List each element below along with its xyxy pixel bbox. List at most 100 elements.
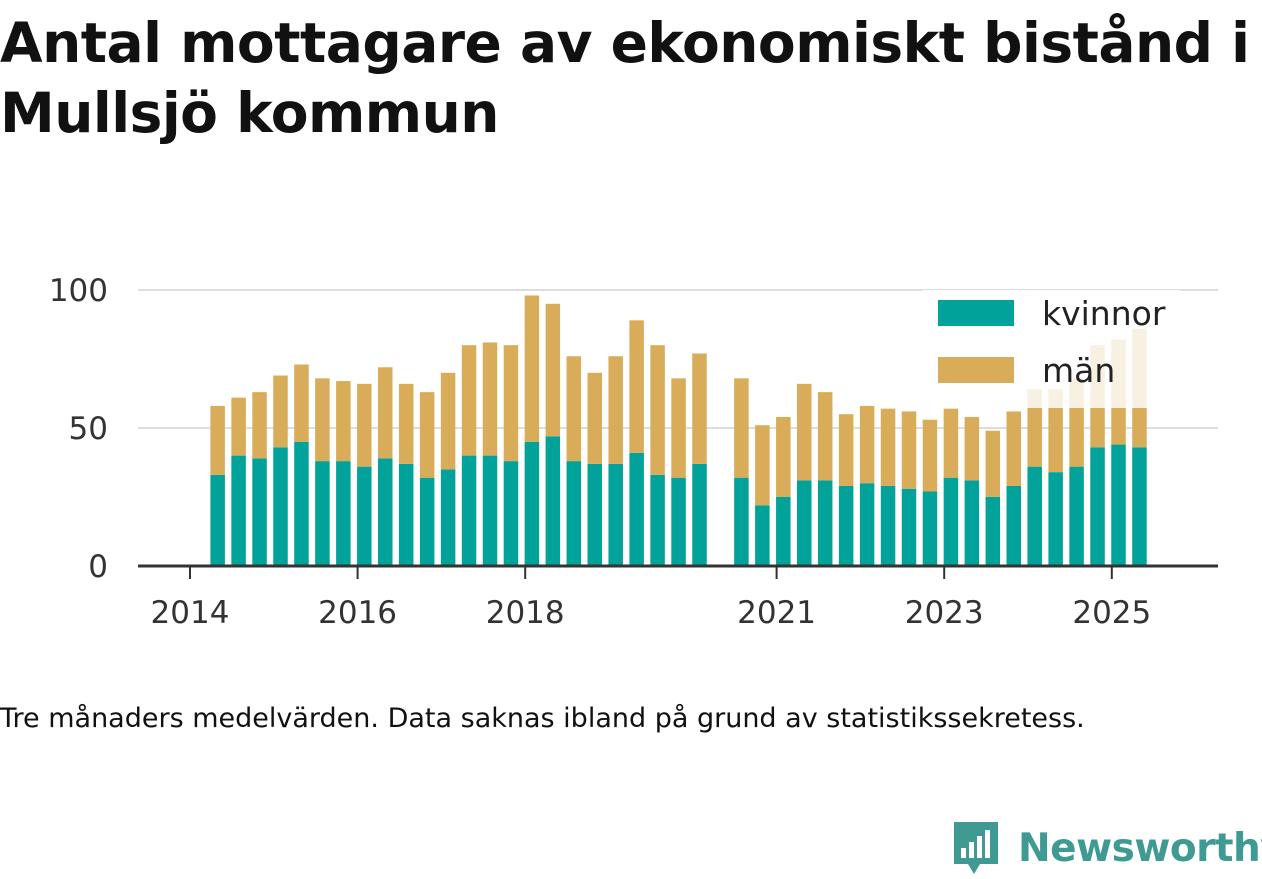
- bar-kvinnor: [985, 497, 1001, 566]
- bar-kvinnor: [482, 455, 498, 566]
- bar-man: [755, 425, 770, 506]
- brand-name: Newsworthy: [1018, 825, 1262, 871]
- bar-man: [859, 405, 875, 484]
- bar-man: [629, 320, 644, 453]
- x-tick-label: 2023: [905, 595, 984, 631]
- bar-kvinnor: [629, 452, 644, 566]
- legend-label: kvinnor: [1042, 294, 1166, 333]
- bar-kvinnor: [817, 480, 833, 566]
- bar-kvinnor: [1048, 472, 1063, 566]
- chart-title: Antal mottagare av ekonomiskt bistånd i …: [0, 11, 1250, 145]
- bar-man: [210, 405, 225, 475]
- bar-kvinnor: [859, 483, 875, 566]
- bars: [210, 295, 1147, 566]
- bar-man: [503, 345, 519, 462]
- bar-man: [817, 392, 833, 481]
- bar-kvinnor: [1090, 447, 1105, 566]
- bar-man: [545, 303, 561, 437]
- bar-man: [357, 383, 372, 467]
- bar-kvinnor: [378, 458, 393, 566]
- bar-kvinnor: [503, 461, 519, 566]
- bar-kvinnor: [922, 491, 938, 566]
- y-tick-label: 50: [69, 411, 108, 447]
- bar-kvinnor: [336, 461, 351, 566]
- bar-kvinnor: [398, 463, 414, 566]
- newsworthy-logo[interactable]: Newsworthy: [952, 820, 1262, 876]
- legend-swatch: [938, 300, 1014, 326]
- bar-man: [273, 375, 288, 448]
- bar-man: [378, 367, 393, 459]
- bar-man: [880, 408, 896, 486]
- bar-kvinnor: [943, 477, 959, 566]
- x-tick-label: 2025: [1072, 595, 1151, 631]
- bar-man: [231, 397, 246, 456]
- bar-man: [734, 378, 749, 478]
- bar-man: [776, 416, 791, 497]
- bar-kvinnor: [440, 469, 456, 566]
- bar-kvinnor: [315, 461, 330, 566]
- bar-man: [943, 408, 959, 478]
- x-tick-label: 2021: [737, 595, 816, 631]
- bar-kvinnor: [566, 461, 582, 566]
- bar-kvinnor: [776, 497, 791, 566]
- bar-man: [671, 378, 686, 478]
- bar-man: [1006, 411, 1022, 486]
- bar-kvinnor: [545, 436, 561, 566]
- bar-man: [838, 414, 854, 486]
- bar-kvinnor: [231, 455, 246, 566]
- bar-man: [315, 378, 330, 462]
- x-tick-label: 2014: [151, 595, 230, 631]
- bar-man: [482, 342, 498, 456]
- bar-kvinnor: [1132, 447, 1147, 566]
- bar-kvinnor: [1069, 466, 1084, 566]
- bar-kvinnor: [273, 447, 288, 566]
- bar-kvinnor: [650, 474, 665, 566]
- bar-chart: 0 50 100 2014 2016 2018 2021 2023 2025 kvinnor mä…: [49, 273, 1218, 631]
- bar-man: [566, 356, 582, 462]
- bar-man: [1027, 389, 1042, 467]
- y-tick-label: 100: [49, 273, 108, 309]
- newsworthy-logo-icon: [954, 822, 998, 874]
- bar-man: [1048, 389, 1063, 473]
- bar-kvinnor: [734, 477, 749, 566]
- bar-man: [650, 345, 665, 475]
- bar-man: [901, 411, 917, 489]
- bar-man: [336, 381, 351, 462]
- footnote: Tre månaders medelvärden. Data saknas ib…: [0, 703, 1085, 734]
- x-tick-label: 2016: [318, 595, 397, 631]
- bar-kvinnor: [838, 485, 854, 566]
- bar-man: [587, 372, 603, 464]
- bar-kvinnor: [880, 485, 896, 566]
- legend-label: män: [1042, 351, 1115, 390]
- bar-kvinnor: [964, 480, 980, 566]
- bar-man: [294, 364, 309, 442]
- bar-kvinnor: [1111, 444, 1126, 566]
- bar-kvinnor: [294, 441, 309, 566]
- bar-kvinnor: [901, 488, 917, 566]
- bar-kvinnor: [692, 463, 707, 566]
- bar-kvinnor: [797, 480, 812, 566]
- bar-man: [985, 430, 1001, 497]
- bar-man: [440, 372, 456, 470]
- bar-kvinnor: [252, 458, 267, 566]
- legend-swatch: [938, 357, 1014, 383]
- y-tick-label: 0: [88, 549, 108, 585]
- bar-man: [252, 392, 267, 459]
- bar-kvinnor: [1027, 466, 1042, 566]
- bar-kvinnor: [608, 463, 623, 566]
- bar-kvinnor: [671, 477, 686, 566]
- bar-kvinnor: [587, 463, 603, 566]
- bar-man: [797, 383, 812, 481]
- bar-man: [692, 353, 707, 464]
- bar-kvinnor: [524, 441, 540, 566]
- bar-man: [608, 356, 623, 464]
- bar-man: [398, 383, 414, 464]
- bar-man: [964, 416, 980, 481]
- bar-kvinnor: [210, 474, 225, 566]
- bar-kvinnor: [357, 466, 372, 566]
- bar-kvinnor: [755, 505, 770, 566]
- x-tick-label: 2018: [486, 595, 565, 631]
- legend: kvinnor män: [922, 290, 1180, 408]
- bar-kvinnor: [1006, 485, 1022, 566]
- bar-man: [524, 295, 540, 442]
